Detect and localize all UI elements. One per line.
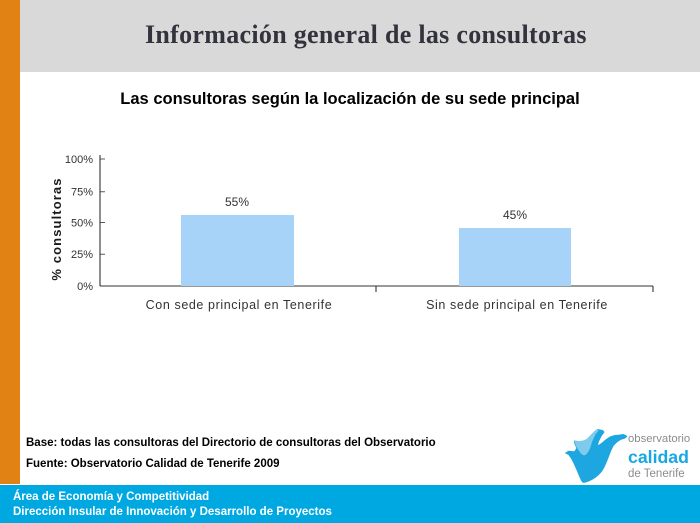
svg-text:100%: 100% — [65, 154, 93, 166]
svg-text:Con sede principal en Tenerife: Con sede principal en Tenerife — [146, 298, 333, 312]
svg-text:75%: 75% — [71, 187, 93, 199]
svg-text:45%: 45% — [503, 208, 527, 222]
svg-text:55%: 55% — [225, 195, 249, 209]
svg-text:50%: 50% — [71, 218, 93, 230]
svg-text:% consultoras: % consultoras — [49, 177, 64, 280]
svg-text:25%: 25% — [71, 249, 93, 261]
svg-text:Sin sede principal en Tenerife: Sin sede principal en Tenerife — [426, 298, 608, 312]
svg-text:0%: 0% — [77, 281, 93, 293]
